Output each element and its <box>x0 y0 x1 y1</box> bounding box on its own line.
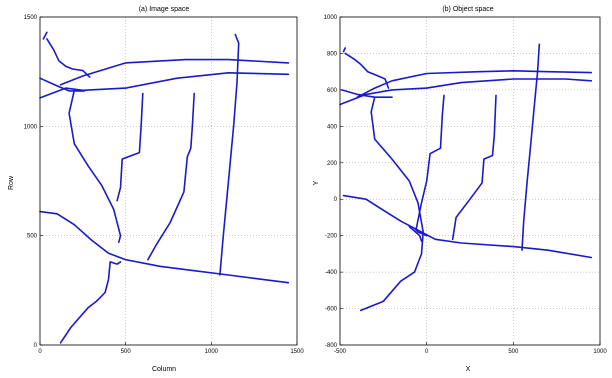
road-line-10 <box>415 94 445 230</box>
x-tick-label: -500 <box>334 349 347 355</box>
y-tick-label: 1000 <box>324 15 338 21</box>
chart-panel-object-space: (b) Object space X Y -500 0 500 1000 -800 -60… <box>313 6 607 373</box>
chart-title: (a) Image space <box>139 6 190 13</box>
road-line-2 <box>340 89 393 98</box>
y-tick-label: 500 <box>27 234 38 240</box>
road-line-6 <box>68 89 122 243</box>
y-tick-label: 1500 <box>24 15 38 21</box>
road-line-9 <box>413 227 428 237</box>
x-tick-label: 0 <box>38 349 42 355</box>
road-line-1 <box>39 72 290 99</box>
plot-frame <box>39 16 298 346</box>
road-line-5 <box>46 38 91 78</box>
y-tick-label: -200 <box>325 234 338 240</box>
chart-title: (b) Object space <box>442 6 493 13</box>
y-axis-label: Row <box>8 175 15 190</box>
x-axis-label: X <box>466 366 471 373</box>
road-line-3 <box>59 58 290 86</box>
y-tick-label: 400 <box>327 124 338 130</box>
road-line-5 <box>344 52 390 89</box>
road-line-7 <box>39 210 290 284</box>
y-tick-label: -800 <box>325 343 338 349</box>
road-line-12 <box>521 43 541 251</box>
road-line-4 <box>42 31 48 40</box>
plot-frame <box>339 16 601 346</box>
x-tick-label: 1500 <box>290 349 304 355</box>
chart-panel-image-space: (a) Image space Column Row 0 500 1000 1500 0… <box>8 6 304 373</box>
road-line-1 <box>339 78 593 106</box>
road-line-11 <box>219 33 240 276</box>
x-axis-label: Column <box>152 366 176 373</box>
x-tick-label: 0 <box>425 349 429 355</box>
y-tick-label: 0 <box>34 343 38 349</box>
road-line-8 <box>59 261 122 344</box>
y-tick-label: 800 <box>327 51 338 57</box>
road-line-11 <box>451 94 497 241</box>
y-tick-label: 600 <box>327 88 338 94</box>
x-tick-label: 500 <box>508 349 519 355</box>
road-line-6 <box>359 96 425 312</box>
road-line-2 <box>39 77 86 92</box>
y-tick-label: 1000 <box>24 124 38 130</box>
y-tick-label: 200 <box>327 161 338 167</box>
road-line-7 <box>342 194 593 259</box>
x-tick-label: 1000 <box>205 349 219 355</box>
x-tick-label: 500 <box>121 349 132 355</box>
y-tick-label: -400 <box>325 270 338 276</box>
road-line-4 <box>342 47 347 53</box>
road-line-3 <box>356 70 593 98</box>
y-tick-label: -600 <box>325 307 338 313</box>
road-line-9 <box>116 92 144 202</box>
road-line-8 <box>408 225 423 242</box>
road-line-10 <box>147 92 195 261</box>
y-tick-label: 0 <box>334 197 338 203</box>
x-tick-label: 1000 <box>593 349 607 355</box>
y-axis-label: Y <box>313 180 320 185</box>
